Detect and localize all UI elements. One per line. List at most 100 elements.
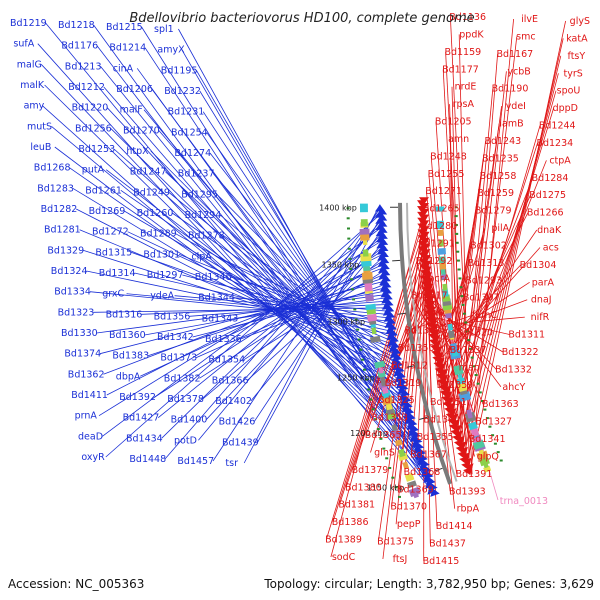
gene-label: Bd1232 (164, 86, 201, 97)
outer-category-block (367, 313, 378, 322)
gene-label: Bd1136 (449, 12, 486, 23)
forward-gene-connector (37, 43, 427, 477)
reverse-gene-connector (435, 121, 457, 425)
gene-label: Bd1457 (177, 456, 214, 467)
gene-label: Bd1269 (89, 206, 126, 217)
forward-gene-connector (247, 257, 383, 381)
gene-label: malF (120, 105, 143, 116)
tick-mark (397, 312, 406, 315)
forward-gene-connector (161, 224, 381, 439)
gene-label: Bd1244 (539, 121, 576, 132)
reverse-gene-connector (467, 36, 518, 464)
reverse-gene-arrow (450, 419, 460, 428)
gene-label: Bd1342 (157, 332, 194, 343)
gene-label: Bd1383 (112, 351, 149, 362)
gene-label: Bd1195 (161, 65, 198, 76)
forward-gene-connector (199, 260, 383, 379)
forward-gene-connector (253, 231, 381, 422)
forward-gene-connector (134, 272, 391, 332)
gene-label: Bd1323 (58, 307, 95, 318)
gc-marker (351, 288, 354, 291)
gene-label: Bd1303 (404, 326, 441, 337)
reverse-gene-connector (449, 160, 547, 403)
inner-category-block (438, 256, 446, 264)
inner-category-block (438, 239, 444, 247)
gc-marker (354, 318, 358, 321)
reverse-gene-arrow (455, 435, 465, 445)
forward-gene-connector (86, 270, 391, 335)
forward-gene-connector (51, 125, 411, 426)
gc-marker (469, 347, 472, 350)
forward-gene-arrow (387, 338, 398, 347)
reverse-gene-connector (397, 241, 426, 490)
gene-label: amn (448, 134, 469, 145)
gene-label: spl1 (154, 24, 174, 35)
gene-label: Bd1344 (198, 293, 235, 304)
gene-label: dnaJ (531, 295, 552, 306)
outer-category-block (407, 480, 417, 489)
gene-label: Bd1316 (106, 309, 143, 320)
gc-marker (350, 278, 354, 281)
gc-marker (382, 447, 386, 450)
gene-label: Bd1271 (425, 186, 462, 197)
forward-gene-connector (174, 295, 388, 315)
gc-marker (347, 237, 351, 240)
gene-label: Bd1259 (477, 188, 514, 199)
gene-label: dnaK (537, 225, 562, 236)
forward-gene-connector (76, 208, 399, 374)
gene-label: Bd1381 (338, 500, 375, 511)
gene-label: Bd1392 (119, 392, 156, 403)
gene-label: ftsY (568, 51, 586, 62)
reverse-gene-connector (461, 73, 559, 445)
gene-label: ftsJ (393, 554, 408, 565)
reverse-gene-connector (464, 55, 562, 453)
gene-label: pcrA (428, 273, 450, 284)
gene-label: Bd1324 (51, 266, 88, 277)
gene-label: rbpA (457, 504, 480, 515)
gene-label: Bd1315 (95, 247, 132, 258)
gene-label: Bd1360 (109, 330, 146, 341)
outer-category-block (359, 203, 368, 213)
gene-label: Bd1235 (482, 153, 519, 164)
gene-label: Bd1391 (456, 469, 493, 480)
gc-marker (499, 459, 503, 462)
map-title: Bdellovibrio bacteriovorus HD100, comple… (129, 11, 474, 26)
gc-marker (454, 224, 458, 226)
outer-category-block (374, 360, 386, 369)
gc-marker (385, 457, 389, 460)
forward-gene-connector (213, 173, 402, 391)
inner-category-block (466, 409, 473, 419)
gene-label: htpX (126, 146, 149, 157)
gene-label: Bd1279 (475, 206, 512, 217)
inner-category-block (453, 364, 464, 376)
forward-gene-connector (44, 84, 419, 452)
gene-label: Bd1215 (106, 22, 143, 33)
gene-label: Bd1322 (502, 347, 539, 358)
gene-label: Bd1389 (325, 535, 362, 546)
gene-label: Bd1317 (411, 291, 448, 302)
gene-label: Bd1255 (428, 169, 465, 180)
gc-marker (394, 486, 398, 489)
forward-gene-arrow (392, 362, 402, 371)
kbp-tick-label: 1300 kbp (327, 317, 365, 326)
gc-marker (496, 451, 500, 454)
forward-gene-arrow (389, 350, 400, 359)
reverse-gene-connector (458, 90, 557, 436)
gene-label: pepP (397, 519, 421, 530)
forward-gene-arrow (396, 371, 406, 380)
gc-marker (458, 277, 462, 280)
gc-marker (456, 259, 460, 262)
reverse-gene-connector (443, 212, 529, 378)
gene-label: Bd1219 (10, 18, 47, 29)
outer-category-block (369, 335, 381, 343)
gene-label: parA (532, 277, 555, 288)
kbp-tick-label: 1350 kbp (322, 261, 360, 270)
forward-gene-connector (96, 294, 386, 334)
inner-category-block (437, 247, 447, 255)
backbone-inner-arc (406, 202, 458, 482)
forward-gene-connector (257, 217, 381, 443)
outer-category-block (361, 271, 373, 281)
gene-label: nifR (531, 312, 550, 323)
gene-label: tyrS (564, 68, 583, 79)
